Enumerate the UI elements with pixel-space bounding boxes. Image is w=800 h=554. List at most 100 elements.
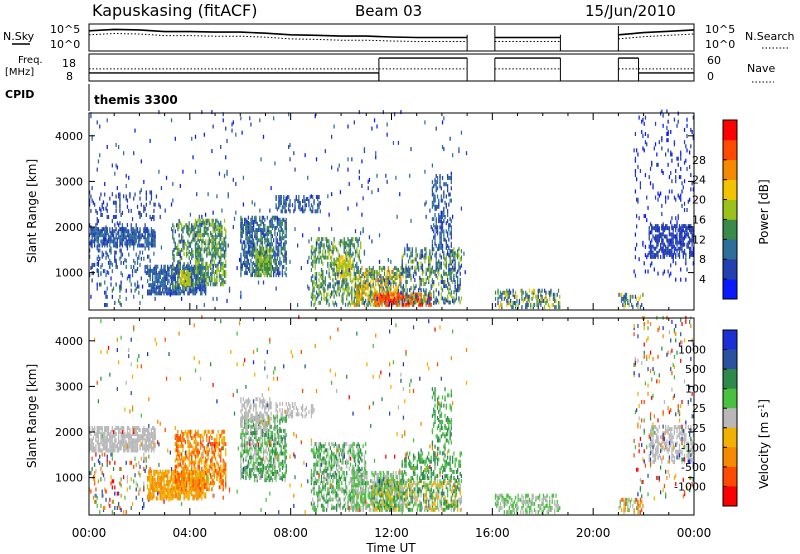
data-cell: [443, 116, 445, 121]
data-cell: [283, 195, 285, 199]
data-cell: [279, 199, 281, 204]
data-cell: [328, 247, 330, 252]
data-cell: [411, 298, 413, 303]
data-cell: [118, 233, 120, 238]
data-cell: [622, 296, 624, 301]
data-cell: [213, 253, 216, 258]
data-cell: [338, 257, 340, 262]
data-cell: [434, 196, 436, 201]
data-cell: [205, 245, 207, 250]
data-cell: [128, 229, 130, 234]
data-cell: [441, 210, 444, 215]
data-cell: [222, 245, 224, 250]
data-cell: [211, 261, 213, 266]
data-cell: [414, 265, 416, 270]
data-cell: [178, 274, 180, 279]
data-cell: [130, 241, 132, 246]
data-cell: [256, 230, 258, 235]
data-cell: [449, 267, 451, 272]
data-cell: [343, 247, 345, 252]
data-cell: [283, 254, 285, 259]
data-cell: [424, 259, 426, 264]
data-cell: [250, 258, 252, 263]
data-cell: [686, 117, 688, 122]
data-cell: [149, 215, 151, 219]
data-cell: [177, 252, 179, 256]
data-cell: [106, 252, 108, 257]
data-cell: [681, 234, 683, 239]
data-cell: [212, 210, 214, 215]
data-cell: [445, 241, 447, 246]
data-cell: [240, 252, 242, 257]
data-cell: [450, 275, 452, 280]
data-cell: [139, 243, 141, 248]
data-cell: [455, 273, 458, 278]
data-cell: [653, 226, 655, 231]
data-cell: [660, 232, 662, 237]
data-cell: [119, 237, 121, 242]
data-cell: [678, 236, 681, 241]
data-cell: [399, 274, 401, 279]
data-cell: [323, 296, 325, 301]
data-cell: [269, 219, 271, 224]
data-cell: [318, 249, 320, 254]
data-cell: [406, 294, 408, 299]
data-cell: [256, 271, 258, 276]
data-cell: [160, 291, 163, 296]
data-cell: [270, 267, 272, 271]
data-cell: [657, 250, 659, 255]
data-cell: [440, 263, 442, 268]
data-cell: [196, 222, 198, 227]
data-cell: [463, 251, 465, 256]
data-cell: [110, 237, 112, 242]
data-cell: [114, 237, 116, 242]
data-cell: [158, 290, 160, 295]
data-cell: [361, 284, 363, 289]
data-cell: [119, 301, 121, 305]
data-cell: [205, 282, 207, 287]
data-cell: [202, 285, 204, 290]
data-cell: [273, 215, 275, 220]
data-cell: [672, 240, 674, 245]
data-cell: [358, 296, 360, 301]
data-cell: [182, 235, 184, 240]
data-cell: [284, 223, 286, 228]
data-cell: [284, 209, 286, 214]
data-cell: [143, 227, 145, 232]
data-cell: [120, 254, 122, 259]
data-cell: [395, 272, 397, 276]
data-cell: [100, 213, 102, 217]
data-cell: [285, 196, 287, 201]
data-cell: [254, 215, 256, 220]
data-cell: [130, 288, 132, 293]
data-cell: [91, 233, 93, 238]
noise-tick-top-left: 10^5: [50, 23, 80, 36]
data-cell: [541, 294, 543, 299]
data-cell: [240, 254, 242, 259]
data-cell: [162, 270, 164, 275]
data-cell: [624, 292, 626, 297]
data-cell: [247, 242, 250, 247]
data-cell: [435, 174, 437, 178]
data-cell: [104, 241, 106, 246]
data-cell: [547, 303, 550, 307]
data-cell: [154, 202, 156, 207]
data-cell: [370, 280, 372, 285]
data-cell: [315, 276, 318, 281]
data-cell: [201, 274, 203, 279]
data-cell: [428, 300, 430, 305]
data-cell: [191, 247, 193, 252]
data-cell: [150, 237, 153, 242]
data-cell: [683, 160, 686, 165]
data-cell: [433, 282, 435, 287]
data-cell: [453, 290, 455, 295]
data-cell: [334, 282, 337, 287]
data-cell: [102, 438, 105, 443]
data-cell: [289, 209, 291, 214]
data-cell: [642, 134, 644, 139]
data-cell: [376, 124, 378, 129]
data-cell: [434, 233, 436, 238]
data-cell: [199, 218, 202, 223]
data-cell: [329, 292, 331, 297]
data-cell: [545, 292, 547, 297]
